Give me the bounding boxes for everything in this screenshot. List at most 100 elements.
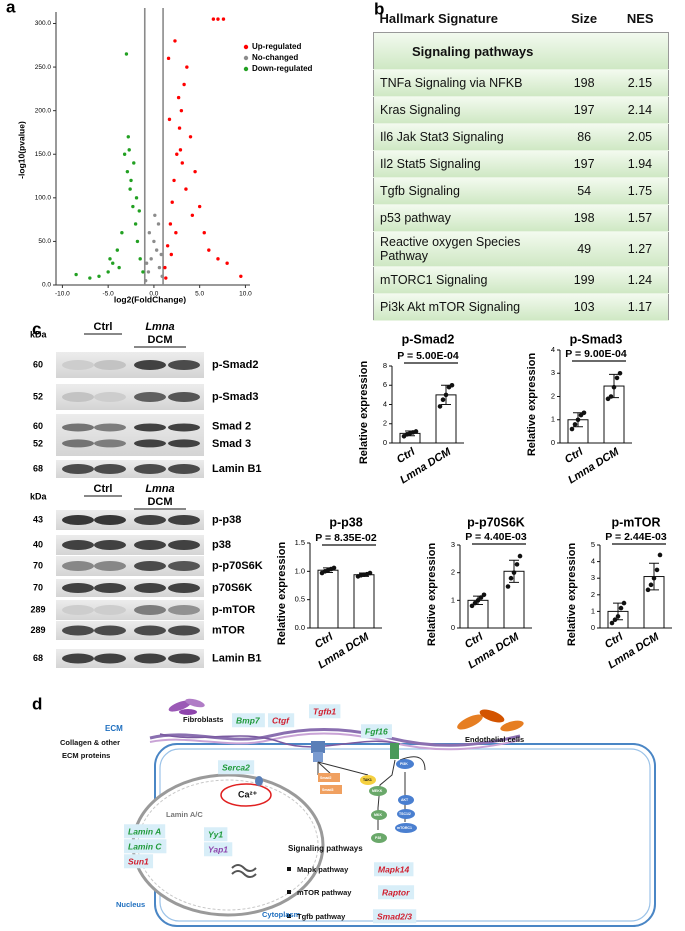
annotation: P = 8.35E-02 — [315, 532, 377, 544]
label-box — [204, 827, 228, 842]
table: Hallmark Signature Size NES Signaling pathw… — [373, 4, 669, 321]
y-tick-label: 4 — [383, 399, 387, 408]
y-axis-label: -log10(pvalue) — [16, 121, 26, 179]
annotation: P = 2.44E-03 — [605, 531, 667, 543]
point — [120, 230, 124, 235]
point — [129, 178, 133, 183]
chart-title: p-mTOR — [611, 515, 660, 529]
data-point — [440, 397, 446, 402]
y-tick-label: 100.0 — [35, 195, 52, 202]
diagram-label: Cytoplasm — [262, 910, 301, 919]
y-tick-label: 0 — [551, 438, 555, 447]
table-row: Reactive oxygen Species Pathway 49 1.27 — [373, 231, 669, 267]
point — [125, 169, 130, 174]
kda-value: 52 — [33, 439, 43, 449]
blot-label: mTOR — [212, 624, 245, 636]
diagram-label: ECM proteins — [62, 751, 110, 760]
group-label: Lmna — [145, 321, 174, 333]
point — [164, 276, 168, 280]
table-cell: 103 — [573, 300, 595, 314]
blot-band — [168, 540, 200, 550]
diagram-label: Smad2 — [320, 776, 332, 780]
blot-frame — [56, 460, 204, 478]
point — [166, 56, 171, 61]
point — [141, 270, 145, 274]
blot-band — [168, 625, 200, 636]
blot-label: Smad 2 — [212, 421, 251, 433]
blot-label: Lamin B1 — [212, 652, 262, 664]
data-point — [331, 565, 337, 571]
chart-title: p-p70S6K — [467, 515, 525, 529]
point — [126, 135, 130, 139]
diagram-label: PI3K — [400, 762, 408, 766]
label-box — [361, 724, 392, 739]
label-box — [204, 842, 233, 857]
point — [169, 252, 174, 257]
panel-label: b — [374, 0, 384, 18]
y-tick-label: 2 — [383, 419, 387, 428]
blot-label: p38 — [212, 539, 231, 551]
kda-header: kDa — [30, 329, 48, 339]
y-tick-label: 8 — [383, 361, 387, 370]
blot-band — [94, 625, 126, 636]
y-tick-label: 3 — [591, 573, 595, 582]
blot-label: p-Smad3 — [212, 391, 258, 403]
point — [106, 270, 110, 274]
diagram-label: Mapk14 — [378, 864, 409, 874]
y-tick-label: 0 — [451, 623, 455, 632]
diagram-label: Smad3 — [322, 788, 334, 792]
table-cell: 1.24 — [627, 273, 653, 287]
data-point — [575, 417, 581, 423]
point — [239, 274, 243, 278]
data-point — [572, 422, 578, 427]
section-title: Signaling pathways — [412, 43, 534, 59]
data-point — [654, 567, 660, 573]
point — [184, 187, 188, 191]
x-tick-label: Ctrl — [563, 445, 586, 466]
diagram-label: ECM — [105, 724, 123, 733]
label-box — [124, 839, 167, 854]
point — [170, 200, 174, 204]
diagram-label: TAK1 — [363, 778, 372, 782]
blot-band — [134, 439, 166, 448]
diagram-label: Ca²⁺ — [238, 789, 258, 799]
blot-label: p-p70S6K — [212, 560, 263, 572]
column-header: Hallmark Signature — [379, 10, 499, 26]
diagram-label: MEKK — [372, 789, 383, 793]
diagram-label: Lamin A — [128, 826, 161, 836]
legend-swatch — [243, 44, 249, 50]
diagram-label: Serca2 — [222, 762, 250, 772]
point — [115, 248, 120, 252]
point — [165, 244, 170, 248]
kda-value: 70 — [33, 560, 43, 570]
group-label: DCM — [147, 334, 172, 346]
y-tick-label: 6 — [383, 380, 387, 389]
legend-label: No-changed — [252, 53, 298, 62]
label-box — [218, 760, 255, 775]
point — [133, 222, 138, 226]
table-cell: 1.75 — [627, 184, 653, 198]
diagram-label: mTOR pathway — [297, 888, 352, 897]
blot-band — [62, 423, 94, 432]
point — [221, 17, 226, 21]
blot-band — [168, 392, 200, 402]
group-label: Ctrl — [94, 321, 113, 333]
diagram-label: Sun1 — [128, 856, 149, 866]
point — [128, 187, 132, 191]
blot-band — [168, 583, 200, 593]
table-row: Tgfb Signaling 54 1.75 — [373, 177, 669, 205]
point — [207, 248, 211, 252]
table-cell: Tgfb Signaling — [380, 184, 460, 198]
column-header: NES — [626, 10, 654, 26]
blot-band — [134, 561, 166, 571]
data-point — [617, 370, 623, 376]
blot-frame — [56, 621, 204, 640]
blot-label: Lamin B1 — [212, 463, 262, 475]
kda-value: 70 — [33, 582, 43, 592]
bar — [317, 569, 339, 629]
diagram-label: Nucleus — [116, 900, 145, 909]
point — [124, 52, 129, 56]
blot-band — [94, 360, 126, 370]
point — [137, 209, 141, 213]
